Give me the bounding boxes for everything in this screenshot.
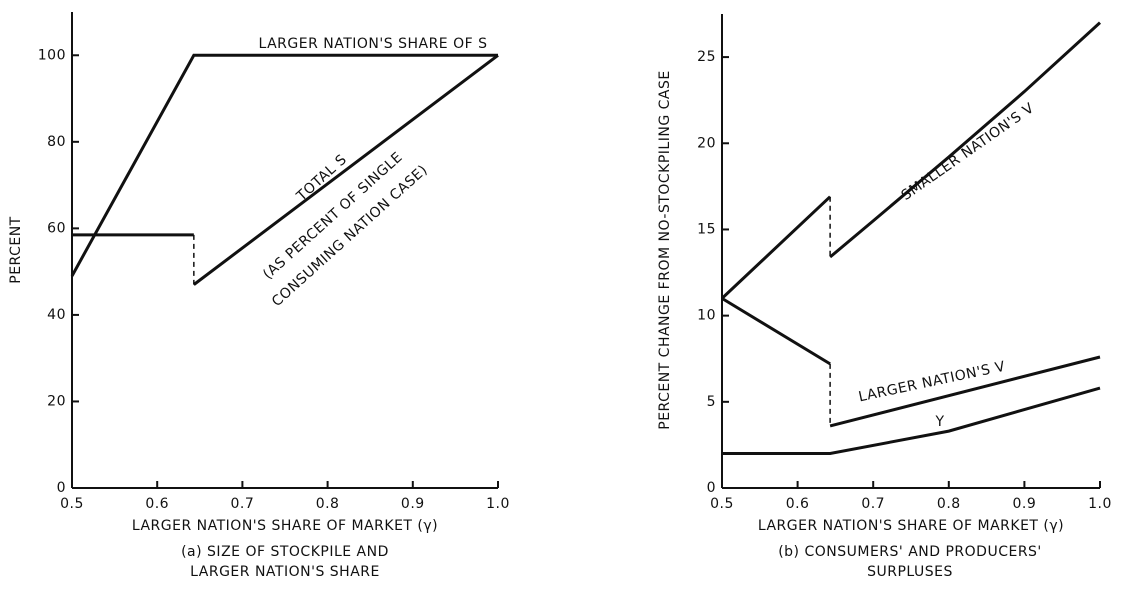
x-tick-label: 0.6 — [786, 496, 810, 512]
x-axis-label: LARGER NATION'S SHARE OF MARKET (γ) — [132, 518, 438, 534]
annotation: CONSUMING NATION CASE) — [269, 162, 431, 310]
series-label: Y — [934, 414, 944, 430]
caption: (a) SIZE OF STOCKPILE AND — [181, 544, 389, 560]
y-tick-label: 20 — [47, 393, 66, 409]
x-axis-label: LARGER NATION'S SHARE OF MARKET (γ) — [758, 518, 1064, 534]
series-label: SMALLER NATION'S V — [899, 100, 1038, 204]
caption: LARGER NATION'S SHARE — [190, 564, 380, 580]
x-tick-label: 0.7 — [861, 496, 885, 512]
y-tick-label: 25 — [697, 49, 716, 65]
y-tick-label: 10 — [697, 308, 716, 324]
data-line — [720, 21, 1102, 300]
caption: SURPLUSES — [867, 564, 953, 580]
y-tick-label: 100 — [38, 47, 66, 63]
y-tick-label: 40 — [47, 307, 66, 323]
x-tick-label: 0.9 — [1013, 496, 1037, 512]
x-tick-label: 0.7 — [231, 496, 255, 512]
y-tick-label: 80 — [47, 134, 66, 150]
x-tick-label: 0.9 — [401, 496, 425, 512]
y-tick-label: 20 — [697, 135, 716, 151]
x-tick-label: 0.6 — [145, 496, 169, 512]
y-tick-label: 0 — [707, 480, 716, 496]
x-tick-label: 0.8 — [316, 496, 340, 512]
y-tick-label: 5 — [707, 394, 716, 410]
x-tick-label: 1.0 — [1088, 496, 1112, 512]
data-line — [722, 386, 1101, 456]
y-axis-label: PERCENT CHANGE FROM NO-STOCKPILING CASE — [657, 70, 673, 429]
series-label: LARGER NATION'S SHARE OF S — [258, 36, 487, 52]
x-tick-label: 1.0 — [486, 496, 510, 512]
series-label: LARGER NATION'S V — [857, 359, 1007, 406]
y-tick-label: 0 — [57, 480, 66, 496]
x-tick-label: 0.5 — [60, 496, 84, 512]
y-axis-label: PERCENT — [8, 216, 24, 283]
x-tick-label: 0.8 — [937, 496, 961, 512]
x-tick-label: 0.5 — [710, 496, 734, 512]
data-line — [721, 297, 1101, 428]
caption: (b) CONSUMERS' AND PRODUCERS' — [778, 544, 1042, 560]
y-tick-label: 15 — [697, 221, 716, 237]
data-line — [70, 53, 498, 277]
data-line — [72, 54, 499, 286]
y-tick-label: 60 — [47, 220, 66, 236]
